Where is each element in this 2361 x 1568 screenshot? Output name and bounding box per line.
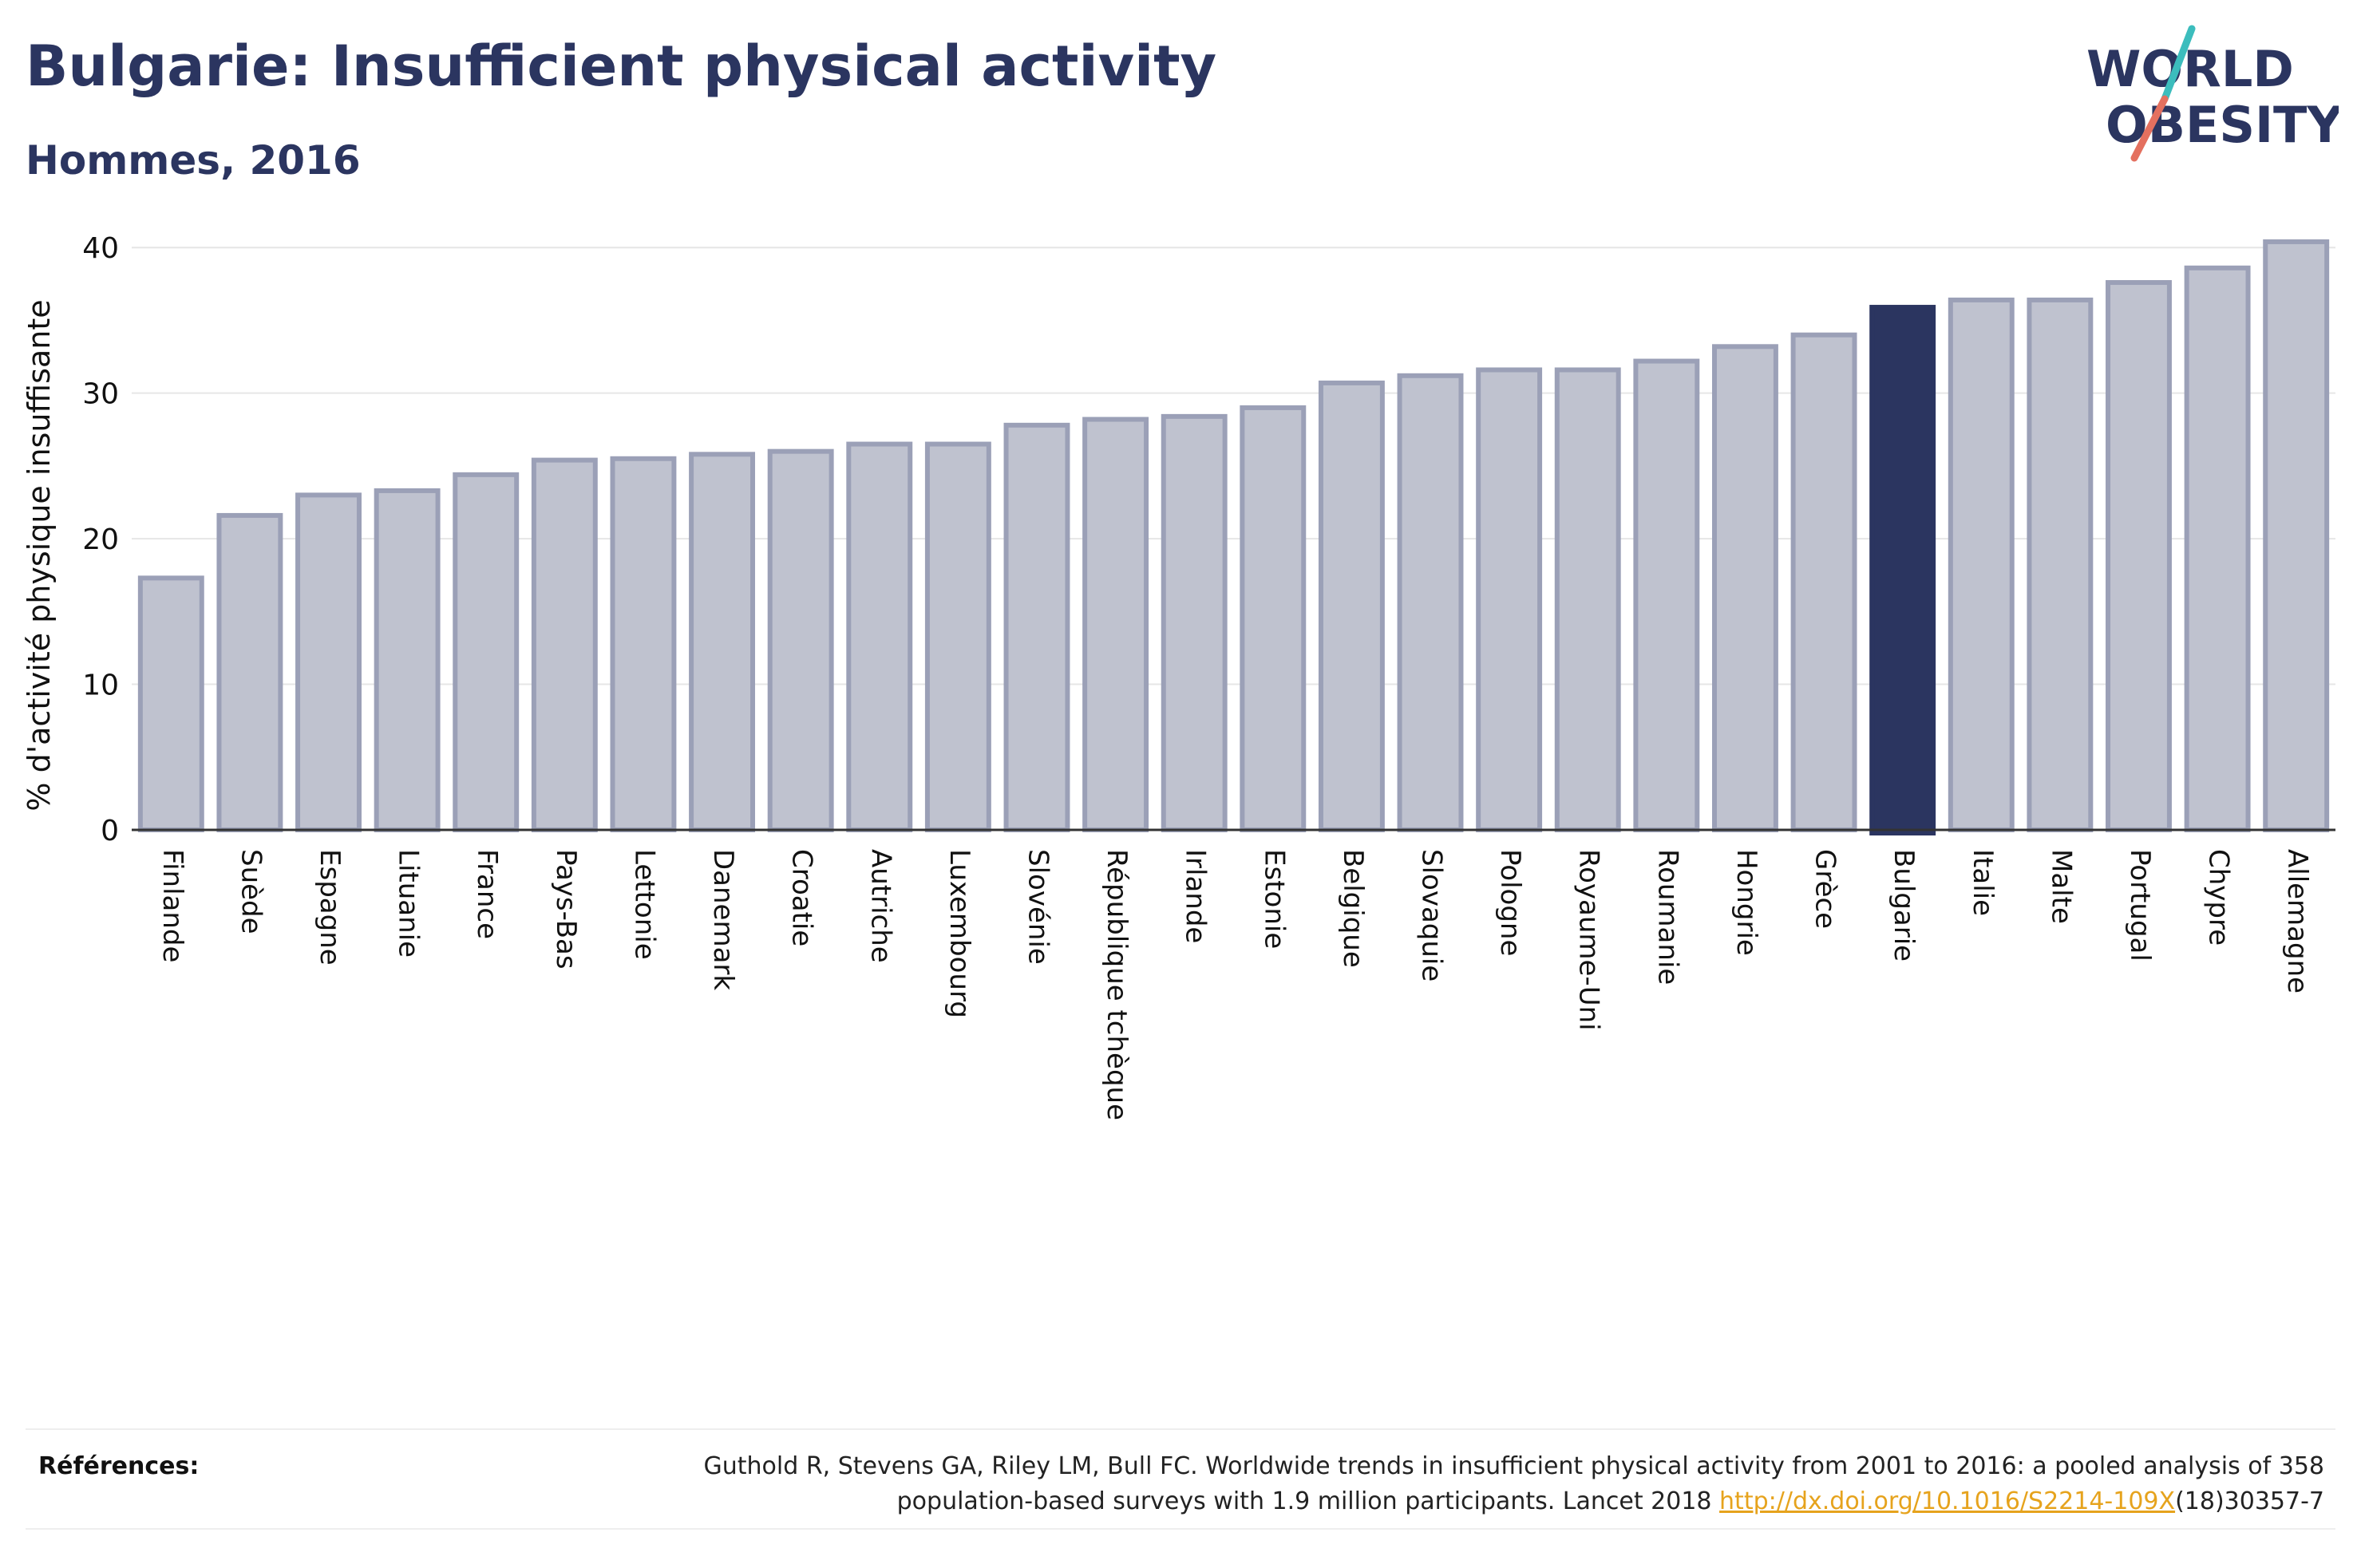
bar-france [453,472,520,832]
bar-chart: 0 10 20 30 40 Finlande Suède Espagne Lituanie Fr… [22,232,2335,1120]
references-section: Références: Guthold R, Stevens GA, Riley… [26,1428,2335,1530]
bar-italie [1948,297,2015,832]
references-label: Références: [38,1452,200,1480]
bar-bulgarie [1869,305,1936,836]
bar-chypre [2184,265,2251,833]
bar-espagne [295,492,362,832]
x-tick-label: Suède [235,849,267,934]
bar-lituanie [374,488,441,832]
bar-belgique [1318,380,1385,833]
bar-irlande [1161,413,1228,832]
x-tick-label: Danemark [707,849,739,990]
references-line2-end: (18)30357-7 [2175,1487,2324,1515]
references-line2: population-based surveys with 1.9 millio… [896,1487,1720,1515]
x-tick-label: Italie [1967,849,1999,916]
bar-croatie [767,448,834,832]
bar-finlande [137,575,204,832]
x-tick-label: Slovénie [1022,849,1054,965]
bar-royaume-uni [1554,367,1621,832]
x-tick-label: Lituanie [393,849,425,958]
x-tick-label: Irlande [1180,849,1212,943]
references-line1: Guthold R, Stevens GA, Riley LM, Bull FC… [703,1452,2324,1480]
x-tick-label: Malte [2045,849,2077,924]
bar-hongrie [1711,344,1778,832]
bar-roumanie [1633,358,1700,833]
x-tick-label: Roumanie [1651,849,1683,985]
bar-malte [2027,297,2094,832]
bars [137,239,2330,836]
bar-su-de [216,512,283,832]
x-tick-label: Bulgarie [1888,849,1920,962]
x-tick-label: Espagne [314,849,346,966]
x-tick-label: Luxembourg [943,849,975,1018]
x-tick-label: Hongrie [1730,849,1762,956]
bar-autriche [846,441,913,832]
x-tick-label: Chypre [2203,849,2235,946]
y-tick-labels: 0 10 20 30 40 [82,232,119,847]
y-tick-label: 40 [82,232,119,265]
bar-gr-ce [1790,332,1857,832]
y-tick-label: 20 [82,523,119,556]
x-tick-label: Grèce [1809,849,1841,929]
x-tick-label: Pologne [1494,849,1526,956]
references-text: Guthold R, Stevens GA, Riley LM, Bull FC… [568,1449,2324,1519]
x-tick-label: Pays-Bas [550,849,582,970]
y-tick-label: 30 [82,378,119,411]
x-tick-label: Allemagne [2281,849,2313,993]
x-tick-label: Royaume-Uni [1573,849,1605,1031]
x-tick-label: Slovaquie [1416,849,1448,981]
bar-estonie [1240,405,1307,832]
y-axis-label: % d'activité physique insuffisante [22,299,57,811]
bar-pologne [1476,367,1543,832]
x-tick-label: Estonie [1258,849,1290,949]
logo-slash-coral [2130,95,2169,162]
logo-world-text: WORLD [2086,40,2294,98]
y-tick-label: 0 [101,815,119,847]
x-tick-label: Belgique [1337,849,1369,968]
chart-subtitle: Hommes, 2016 [26,137,361,184]
y-tick-label: 10 [82,669,119,702]
bar-pays-bas [531,457,598,832]
bar-luxembourg [924,441,991,832]
chart-title: Bulgarie: Insufficient physical activity [26,34,1217,99]
world-obesity-logo: WORLD OBESITY [2086,25,2339,162]
x-tick-label: Autriche [864,849,896,963]
bar-allemagne [2263,239,2330,832]
x-tick-label: Lettonie [628,849,660,960]
bar-slovaquie [1397,373,1464,833]
x-tick-labels: Finlande Suède Espagne Lituanie France Pays-B… [156,849,2313,1120]
x-tick-label: France [471,849,503,939]
x-tick-label: Croatie [786,849,818,946]
bar-danemark [689,452,756,832]
x-tick-label: Portugal [2124,849,2156,962]
references-doi-link[interactable]: http://dx.doi.org/10.1016/S2214-109X [1719,1487,2176,1515]
bar-portugal [2106,280,2172,832]
bar-lettonie [610,456,677,833]
logo-slash-teal [2161,25,2196,103]
bar-r-publique-tch-que [1082,417,1149,832]
x-tick-label: Finlande [156,849,188,962]
bar-slov-nie [1003,422,1070,832]
x-tick-label: République tchèque [1101,849,1133,1120]
